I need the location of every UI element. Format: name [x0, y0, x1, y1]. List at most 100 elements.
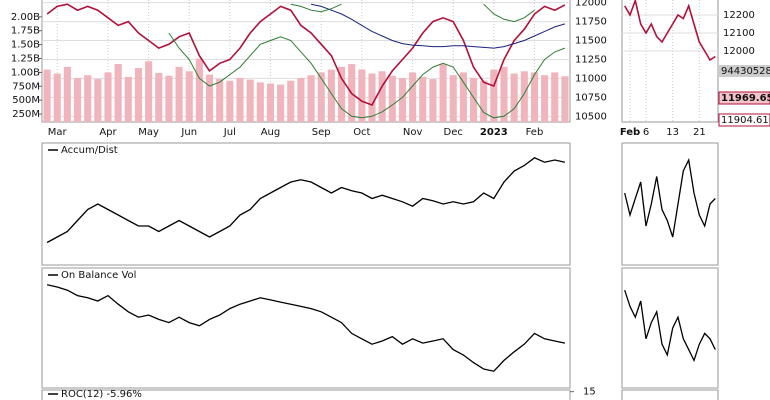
volume-bar: [409, 72, 417, 122]
y-tick-label: 11000: [575, 73, 607, 84]
x-tick-label: Nov: [403, 127, 423, 138]
indicator-line: [46, 284, 566, 372]
volume-bar: [205, 74, 214, 122]
volume-tick-label: 2.00B: [11, 12, 40, 23]
y-tick-label: 12100: [723, 28, 755, 39]
indicator-line: [46, 157, 566, 244]
x-tick-label: Sep: [312, 127, 331, 138]
y-tick-label: 12200: [723, 10, 755, 21]
volume-tick-label: 1.25B: [11, 53, 40, 64]
volume-bar: [459, 72, 467, 122]
volume-bar: [368, 73, 376, 122]
volume-bar: [53, 73, 61, 122]
x-tick-label: Oct: [353, 127, 370, 138]
volume-bar: [104, 72, 112, 122]
volume-bar: [378, 71, 386, 122]
volume-bar: [63, 66, 71, 122]
volume-bar: [226, 80, 234, 122]
x-tick-label: Apr: [99, 127, 117, 138]
volume-bar: [429, 79, 437, 122]
volume-bar: [134, 67, 143, 122]
volume-bar: [114, 64, 122, 122]
x-tick-label: 13: [666, 127, 679, 138]
y-tick-label: 10500: [575, 111, 607, 122]
volume-bar: [449, 75, 457, 122]
price-line: [310, 3, 566, 49]
value-box: [718, 91, 770, 105]
volume-bar: [398, 77, 407, 122]
last-close-label: 11969.65: [721, 93, 770, 104]
volume-bar: [73, 77, 82, 122]
mini-price-panel: [621, 0, 719, 123]
volume-bar: [266, 83, 275, 122]
volume-bar: [388, 75, 396, 122]
volume-bar: [307, 75, 315, 122]
volume-bar: [327, 69, 335, 122]
volume-bar: [541, 75, 549, 122]
volume-tick-label: 1.50B: [11, 40, 40, 51]
volume-bar: [419, 76, 427, 122]
volume-bar: [216, 79, 224, 122]
volume-bar: [185, 71, 193, 122]
volume-bar: [490, 69, 498, 122]
volume-bar: [358, 69, 366, 122]
volume-tick-label: 500M: [12, 95, 40, 106]
volume-bar: [480, 80, 488, 122]
x-tick-label: Mar: [48, 127, 68, 138]
x-tick-label: Aug: [261, 127, 281, 138]
x-tick-label: 2023: [480, 127, 508, 138]
y-tick-label: 12000: [575, 0, 607, 9]
mini-roc-panel: [621, 389, 719, 400]
volume-bar: [500, 66, 508, 122]
price-line: [46, 3, 566, 106]
roc-panel: [41, 389, 571, 400]
panel-title: On Balance Vol: [61, 270, 136, 281]
layer: Mar Apr May Jun Jul Aug Sep Oct Nov Dec 2023 Feb 105…: [11, 0, 770, 400]
mini-accum-panel: [621, 142, 719, 266]
last-average-label: 11904.61: [721, 115, 769, 126]
last-volume-label: 94430528: [721, 66, 770, 77]
volume-bar: [510, 73, 518, 122]
y-tick-label: 11750: [575, 17, 607, 28]
volume-tick-label: 750M: [12, 81, 40, 92]
mini-obv-panel: [621, 267, 719, 389]
x-tick-label: 21: [693, 127, 706, 138]
volume-bar: [439, 64, 447, 122]
volume-bar: [246, 79, 254, 122]
value-box: [719, 65, 770, 77]
price-line: [290, 3, 535, 23]
mini-indicator-line: [624, 289, 716, 363]
volume-bar: [530, 72, 539, 122]
volume-bar: [277, 84, 285, 122]
mini-indicator-line: [624, 157, 716, 238]
y-tick-label: 11250: [575, 54, 607, 65]
y-tick-label: 15: [583, 387, 596, 398]
volume-bar: [43, 69, 51, 122]
volume-bar: [287, 80, 295, 122]
volume-bar: [124, 76, 132, 122]
x-tick-label: Dec: [444, 127, 463, 138]
volume-bar: [175, 66, 183, 122]
mini-price-line: [624, 0, 716, 62]
volume-bar: [297, 77, 305, 122]
y-tick-label: 10750: [575, 92, 607, 103]
x-tick-label: May: [138, 127, 159, 138]
price-line: [168, 32, 566, 119]
x-tick-label: Jul: [223, 127, 236, 138]
panel-title: ROC(12) -5.96%: [61, 389, 142, 400]
volume-tick-label: 1.00B: [11, 67, 40, 78]
volume-bar: [155, 72, 163, 122]
volume-bar: [256, 82, 264, 122]
x-tick-label: Feb: [526, 127, 544, 138]
x-tick-label: 6: [643, 127, 649, 138]
volume-tick-label: 250M: [12, 109, 40, 120]
volume-bar: [145, 61, 153, 122]
volume-bar: [195, 58, 203, 122]
panel-title: Accum/Dist: [61, 145, 118, 156]
y-tick-label: 11500: [575, 36, 607, 47]
volume-bar: [236, 77, 244, 122]
volume-bar: [520, 71, 528, 122]
volume-tick-label: 1.75B: [11, 26, 40, 37]
volume-bar: [551, 72, 559, 122]
